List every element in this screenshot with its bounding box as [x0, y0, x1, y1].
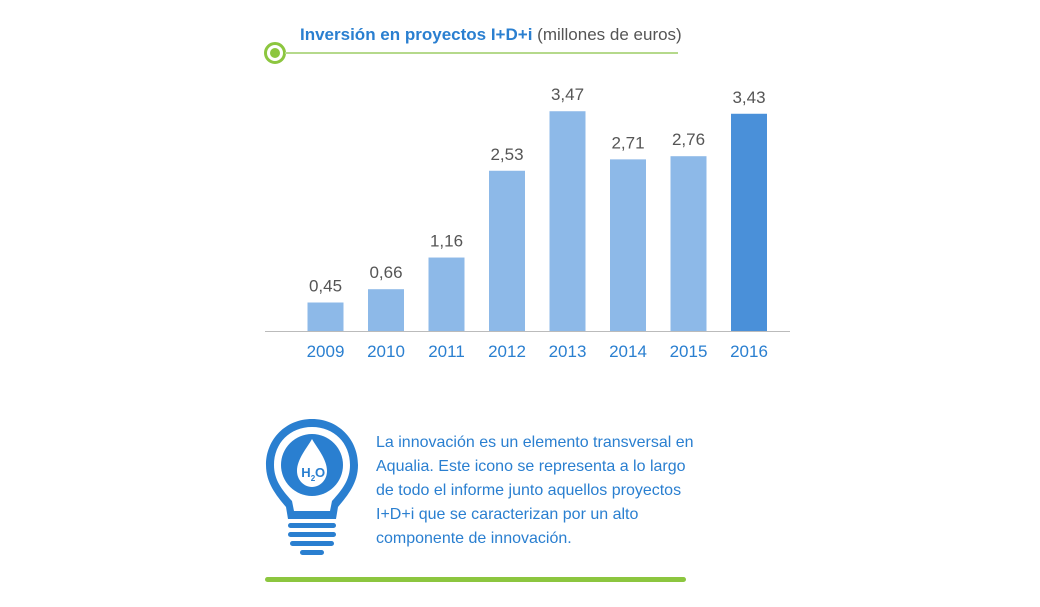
chart-title-main: Inversión en proyectos I+D+i	[300, 25, 533, 44]
x-tick-2013: 2013	[549, 342, 587, 361]
bar-2016	[731, 113, 767, 332]
bottom-divider	[265, 577, 686, 582]
bar-2009	[307, 302, 344, 331]
chart-title-unit: (millones de euros)	[537, 25, 682, 44]
bar-2012	[489, 170, 525, 331]
bar-chart: 0,45 2009 0,66 2010 1,16 2011 2,53 2012 3,47 2013…	[265, 85, 790, 361]
h2o-h: H	[301, 465, 310, 480]
value-label-2013: 3,47	[551, 85, 584, 104]
x-tick-2015: 2015	[670, 342, 708, 361]
x-tick-2014: 2014	[609, 342, 647, 361]
x-tick-2016: 2016	[730, 342, 768, 361]
h2o-sub: 2	[311, 474, 316, 483]
bar-2014	[610, 159, 646, 331]
value-label-2012: 2,53	[490, 145, 523, 164]
x-tick-2010: 2010	[367, 342, 405, 361]
value-label-2016: 3,43	[732, 88, 765, 107]
value-label-2009: 0,45	[309, 277, 342, 296]
value-label-2010: 0,66	[369, 263, 402, 282]
bar-2015	[670, 156, 707, 331]
x-tick-2009: 2009	[307, 342, 345, 361]
value-label-2015: 2,76	[672, 130, 705, 149]
bar-2011	[428, 257, 465, 331]
title-bullet-icon	[264, 42, 286, 64]
value-label-2011: 1,16	[430, 232, 463, 251]
lightbulb-h2o-icon: H 2 O	[266, 419, 358, 555]
bar-2010	[368, 289, 404, 331]
chart-title: Inversión en proyectos I+D+i (millones d…	[300, 25, 682, 45]
title-underline	[285, 52, 678, 54]
bar-2013	[549, 111, 586, 331]
value-label-2014: 2,71	[611, 133, 644, 152]
x-tick-2012: 2012	[488, 342, 526, 361]
x-tick-2011: 2011	[428, 342, 465, 361]
innovation-description: La innovación es un elemento transversal…	[376, 434, 694, 547]
h2o-o: O	[315, 465, 325, 480]
